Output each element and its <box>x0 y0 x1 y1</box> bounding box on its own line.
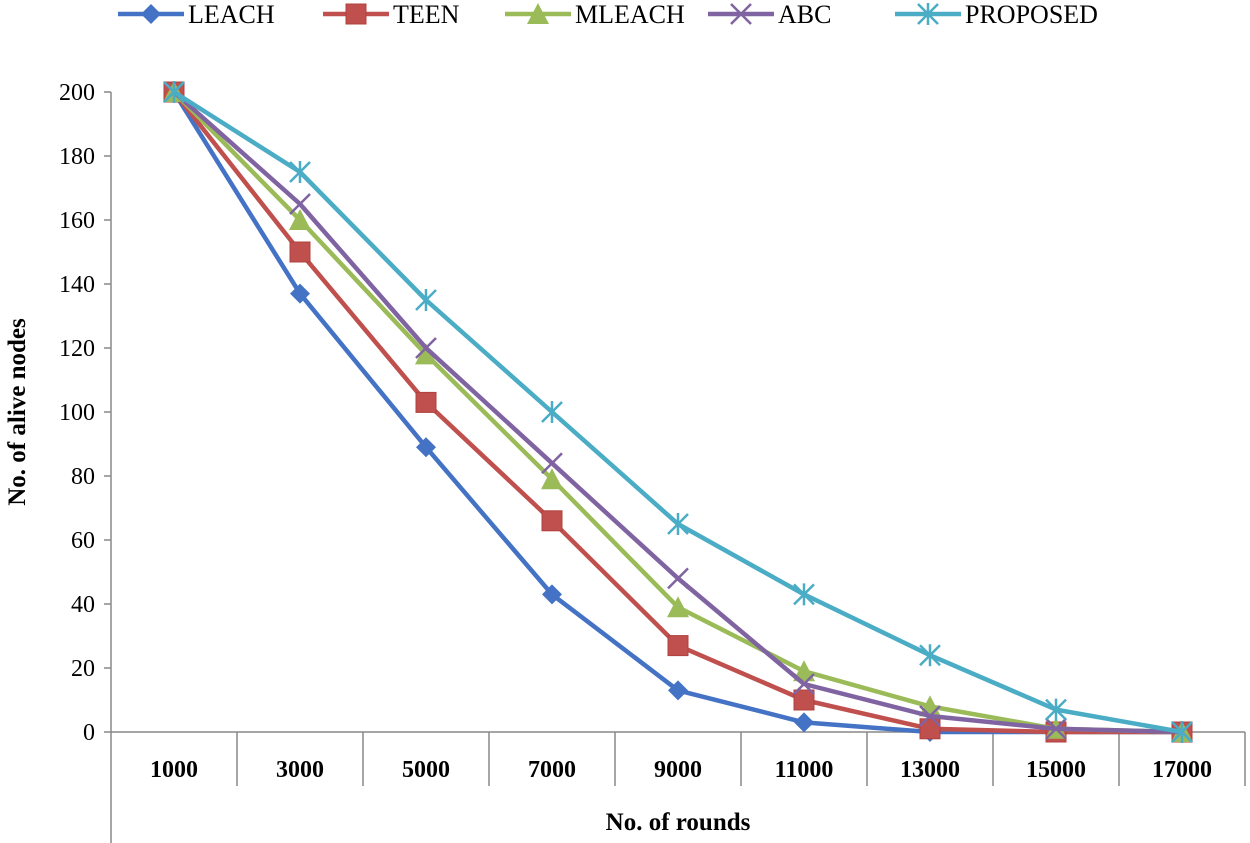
legend-label: TEEN <box>393 0 460 29</box>
data-point-marker <box>289 209 311 230</box>
legend-item-leach: LEACH <box>118 0 275 29</box>
data-point-marker <box>345 3 367 25</box>
data-point-marker <box>667 513 689 535</box>
data-point-marker <box>542 584 562 605</box>
data-point-marker <box>919 644 941 667</box>
data-point-marker <box>541 510 563 532</box>
y-tick-label: 100 <box>59 400 95 426</box>
data-point-marker <box>1045 698 1067 721</box>
axes: 0 20 40 60 80 100 120 140 160 180 200 1000 3000 5000… <box>59 80 1246 843</box>
series-proposed <box>163 81 1193 743</box>
data-point-marker <box>541 401 563 423</box>
data-point-marker <box>668 680 688 701</box>
y-ticks: 0 20 40 60 80 100 120 140 160 180 200 <box>59 80 111 746</box>
data-point-marker <box>1171 721 1193 743</box>
data-point-marker <box>290 283 310 304</box>
data-point-marker <box>416 437 436 458</box>
data-point-marker <box>917 3 939 25</box>
legend-label: MLEACH <box>575 0 685 29</box>
data-point-marker <box>415 391 437 413</box>
data-point-marker <box>667 596 689 618</box>
data-point-marker <box>730 3 752 25</box>
y-tick-label: 120 <box>59 336 95 362</box>
data-point-marker <box>919 705 941 727</box>
x-tick-label: 15000 <box>1026 757 1086 783</box>
x-tick-label: 5000 <box>402 757 450 783</box>
data-point-marker <box>541 452 563 475</box>
y-tick-label: 160 <box>59 208 95 234</box>
x-tick-label: 13000 <box>900 757 960 783</box>
y-tick-label: 60 <box>71 528 95 554</box>
legend-item-abc: ABC <box>708 0 831 29</box>
y-tick-label: 200 <box>59 80 95 106</box>
data-point-marker <box>793 583 815 606</box>
data-point-marker <box>415 343 437 365</box>
legend-item-teen: TEEN <box>323 0 460 29</box>
x-tick-label: 17000 <box>1152 757 1212 783</box>
y-axis-title: No. of alive nodes <box>4 318 31 506</box>
x-tick-label: 3000 <box>276 757 324 783</box>
data-point-marker <box>289 193 311 215</box>
series-layer <box>163 81 1193 743</box>
x-tick-label: 9000 <box>654 757 702 783</box>
legend: LEACH TEEN MLEACH ABC PROPOSED <box>118 0 1098 29</box>
y-tick-label: 80 <box>71 464 95 490</box>
data-point-marker <box>1045 717 1067 740</box>
y-tick-label: 140 <box>59 272 95 298</box>
data-point-marker <box>415 337 437 359</box>
data-point-marker <box>527 3 549 24</box>
x-tick-label: 11000 <box>775 757 834 783</box>
data-point-marker <box>289 161 311 183</box>
data-point-marker <box>793 660 815 682</box>
x-tick-label: 7000 <box>528 757 576 783</box>
data-point-marker <box>794 712 814 733</box>
legend-label: ABC <box>778 0 831 29</box>
data-point-marker <box>667 567 689 590</box>
y-tick-label: 0 <box>83 720 95 746</box>
data-point-marker <box>541 468 563 490</box>
legend-item-mleach: MLEACH <box>505 0 685 29</box>
y-tick-label: 180 <box>59 144 95 170</box>
x-tick-label: 1000 <box>150 757 198 783</box>
y-tick-label: 40 <box>71 592 95 618</box>
legend-label: LEACH <box>188 0 275 29</box>
x-axis-title: No. of rounds <box>606 809 751 836</box>
data-point-marker <box>667 635 689 657</box>
data-point-marker <box>141 4 161 24</box>
legend-label: PROPOSED <box>965 0 1098 29</box>
legend-item-proposed: PROPOSED <box>895 0 1098 29</box>
data-point-marker <box>163 81 185 103</box>
data-point-marker <box>289 241 311 263</box>
y-tick-label: 20 <box>71 656 95 682</box>
data-point-marker <box>793 673 815 695</box>
x-tick-labels: 1000 3000 5000 7000 9000 11000 13000 15000 17000 <box>150 757 1212 783</box>
series-teen <box>163 81 1193 743</box>
data-point-marker <box>415 289 437 311</box>
data-point-marker <box>793 689 815 711</box>
data-point-marker <box>919 718 941 740</box>
